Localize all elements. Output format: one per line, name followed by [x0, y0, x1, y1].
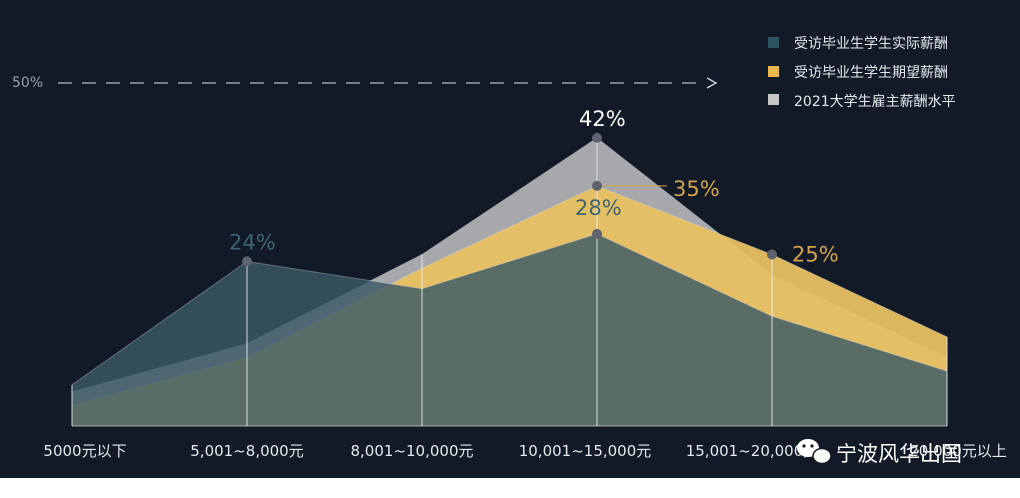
value-label-2: 35%: [673, 177, 720, 201]
watermark-text: 宁波风华出国: [836, 442, 962, 466]
series-areas: [71, 137, 948, 426]
legend-label-expected: 受访毕业生学生期望薪酬: [794, 65, 948, 81]
value-marker-0: [242, 256, 252, 267]
legend-swatch-expected: [768, 66, 779, 77]
legend-swatch-employer: [768, 94, 779, 105]
legend: 受访毕业生学生实际薪酬 受访毕业生学生期望薪酬 2021大学生雇主薪酬水平: [768, 36, 956, 110]
x-tick-label-0: 5000元以下: [43, 442, 126, 460]
x-axis-ticks: 5000元以下 5,001~8,000元 8,001~10,000元 10,001~1…: [43, 442, 1006, 460]
legend-label-actual: 受访毕业生学生实际薪酬: [794, 36, 948, 52]
reference-line-group: 50%: [12, 75, 718, 91]
wechat-icon: [797, 439, 832, 465]
watermark: 宁波风华出国: [797, 439, 962, 466]
value-marker-2: [592, 180, 602, 191]
value-marker-4: [767, 249, 777, 260]
series-outline-2: [71, 233, 948, 386]
value-labels: 24% 42% 35% 28% 25%: [229, 107, 839, 267]
legend-swatch-actual: [768, 37, 779, 48]
value-label-4: 25%: [792, 243, 839, 267]
value-label-3: 28%: [575, 196, 622, 220]
value-marker-3: [592, 228, 602, 239]
value-label-1: 42%: [579, 107, 626, 131]
value-markers: [242, 132, 777, 267]
x-tick-label-2: 8,001~10,000元: [351, 442, 474, 460]
value-marker-1: [592, 132, 602, 143]
bottom-strip: [0, 478, 1020, 498]
x-tick-label-5: 20,000元以上: [909, 442, 1007, 460]
category-lines: [71, 137, 948, 427]
value-label-0: 24%: [229, 230, 276, 254]
series-area-2: [72, 233, 947, 426]
x-tick-label-3: 10,001~15,000元: [519, 442, 652, 460]
x-tick-label-1: 5,001~8,000元: [190, 442, 303, 460]
legend-label-employer: 2021大学生雇主薪酬水平: [794, 93, 956, 110]
x-tick-label-4: 15,001~20,000元: [686, 442, 819, 460]
reference-arrow-icon: [706, 77, 718, 89]
reference-line-label: 50%: [12, 75, 43, 91]
